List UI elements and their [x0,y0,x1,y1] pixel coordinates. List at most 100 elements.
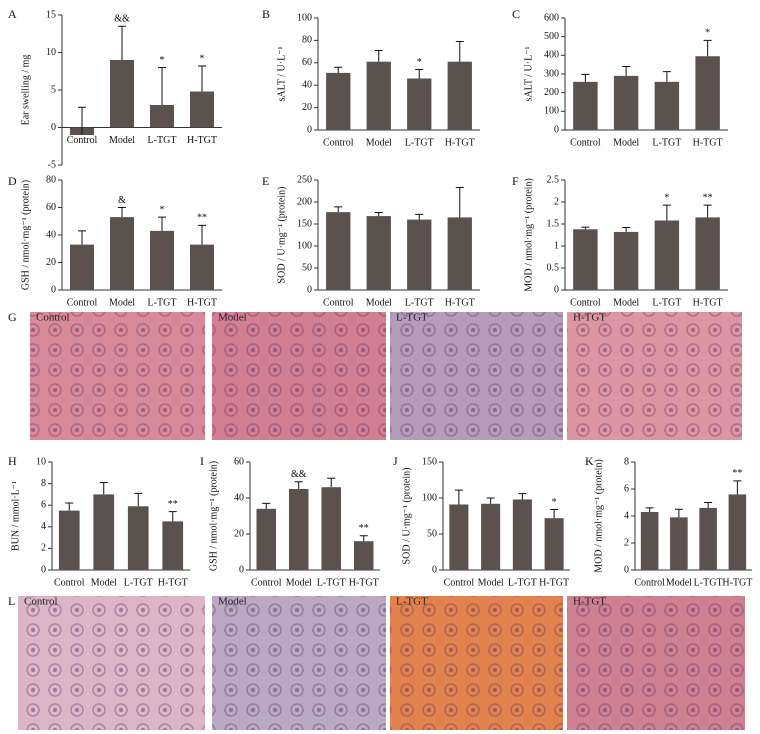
y-axis-label: SOD / U·mg⁻¹ (protein) [401,468,412,565]
histology-texture [567,312,742,440]
x-tick-label: H-TGT [722,577,752,588]
error-bar [662,71,671,82]
y-tick-label: 2.5 [547,174,560,185]
bar [326,212,351,290]
error-bar [455,186,464,218]
bar [366,61,391,130]
y-tick-label: 400 [544,50,559,61]
error-bar [99,482,108,495]
histology-texture [212,312,386,440]
error-bar [327,477,336,488]
y-tick-label: 0 [554,124,559,135]
y-tick-label: 0.5 [547,262,560,273]
bar [640,511,659,570]
y-tick-label: 60 [234,456,244,467]
histology-texture [30,312,205,440]
x-tick-label: Model [109,297,135,308]
y-tick-label: 6 [41,499,46,510]
y-tick-label: 150 [422,456,437,467]
annotation: * [160,55,165,66]
error-bar [65,502,74,511]
bar [93,494,115,570]
y-tick-label: 5 [51,84,56,95]
bar [110,217,134,290]
bar [695,217,720,290]
image-label: Control [24,596,58,608]
y-tick-label: 150 [297,218,312,229]
error-bar [703,39,712,57]
error-bar [118,207,126,218]
x-tick-label: Control [251,577,282,588]
y-tick-label: 100 [297,240,312,251]
x-tick-label: Model [613,137,639,148]
x-tick-label: Control [570,297,601,308]
annotation: ** [703,192,713,203]
histology-texture [18,596,205,730]
y-axis-label: MOD / nmol·mg⁻¹ (protein) [523,178,534,292]
y-tick-label: 60 [302,57,312,68]
annotation: * [417,57,422,68]
error-bar [550,509,559,519]
y-tick-label: 0 [307,284,312,295]
y-tick-label: 0 [554,284,559,295]
error-bar [645,507,654,512]
y-tick-label: 50 [427,528,437,539]
image-label: H-TGT [573,312,606,324]
panel-label: F [512,174,519,188]
histology-texture [390,596,563,730]
error-bar [262,502,271,509]
y-tick-label: 10 [36,456,46,467]
y-tick-label: 100 [544,106,559,117]
y-tick-label: 80 [302,35,312,46]
x-tick-label: H-TGT [349,577,379,588]
error-bar [118,25,126,60]
annotation: & [118,195,126,206]
histology-texture [212,596,386,730]
x-tick-label: L-TGT [148,297,177,308]
x-tick-label: L-TGT [694,577,723,588]
y-tick-label: 1.5 [547,218,560,229]
x-tick-label: H-TGT [445,137,475,148]
error-bar [622,66,631,76]
y-axis-label: GSH / nmol·mg⁻¹ (protein) [20,180,31,290]
x-tick-label: Control [444,577,475,588]
y-tick-label: 100 [422,492,437,503]
x-tick-label: L-TGT [317,577,346,588]
x-tick-label: Control [634,577,665,588]
image-label: L-TGT [396,596,428,608]
bar [58,510,80,570]
bar [366,216,391,290]
x-tick-label: H-TGT [187,297,217,308]
annotation: * [664,192,669,203]
annotation: ** [168,499,178,510]
histology-texture [567,596,745,730]
y-tick-label: 200 [297,196,312,207]
image-label: Model [218,312,247,324]
bar [447,217,472,290]
y-axis-label: MOD / nmol·mg⁻¹ (protein) [593,459,604,573]
y-tick-label: 40 [234,492,244,503]
bar [670,517,688,570]
x-tick-label: Control [54,577,85,588]
y-tick-label: 20 [234,528,244,539]
bar [613,231,639,290]
bar [573,229,598,290]
x-tick-label: Model [366,137,392,148]
x-tick-label: L-TGT [652,137,681,148]
panel-label: A [8,7,17,21]
panel-label: D [8,174,17,188]
error-bar [455,41,464,62]
y-tick-label: 0 [624,564,629,575]
error-bar [415,213,424,220]
y-tick-label: 600 [544,12,559,23]
y-axis-label: Ear swelling / mg [20,55,31,126]
bar [481,503,501,570]
annotation: * [705,28,710,39]
panel-label: J [393,454,398,468]
y-tick-label: 6 [624,483,629,494]
x-tick-label: Model [286,577,312,588]
bar [354,541,374,570]
y-tick-label: 100 [297,12,312,23]
error-bar [662,204,671,221]
y-tick-label: 200 [544,87,559,98]
